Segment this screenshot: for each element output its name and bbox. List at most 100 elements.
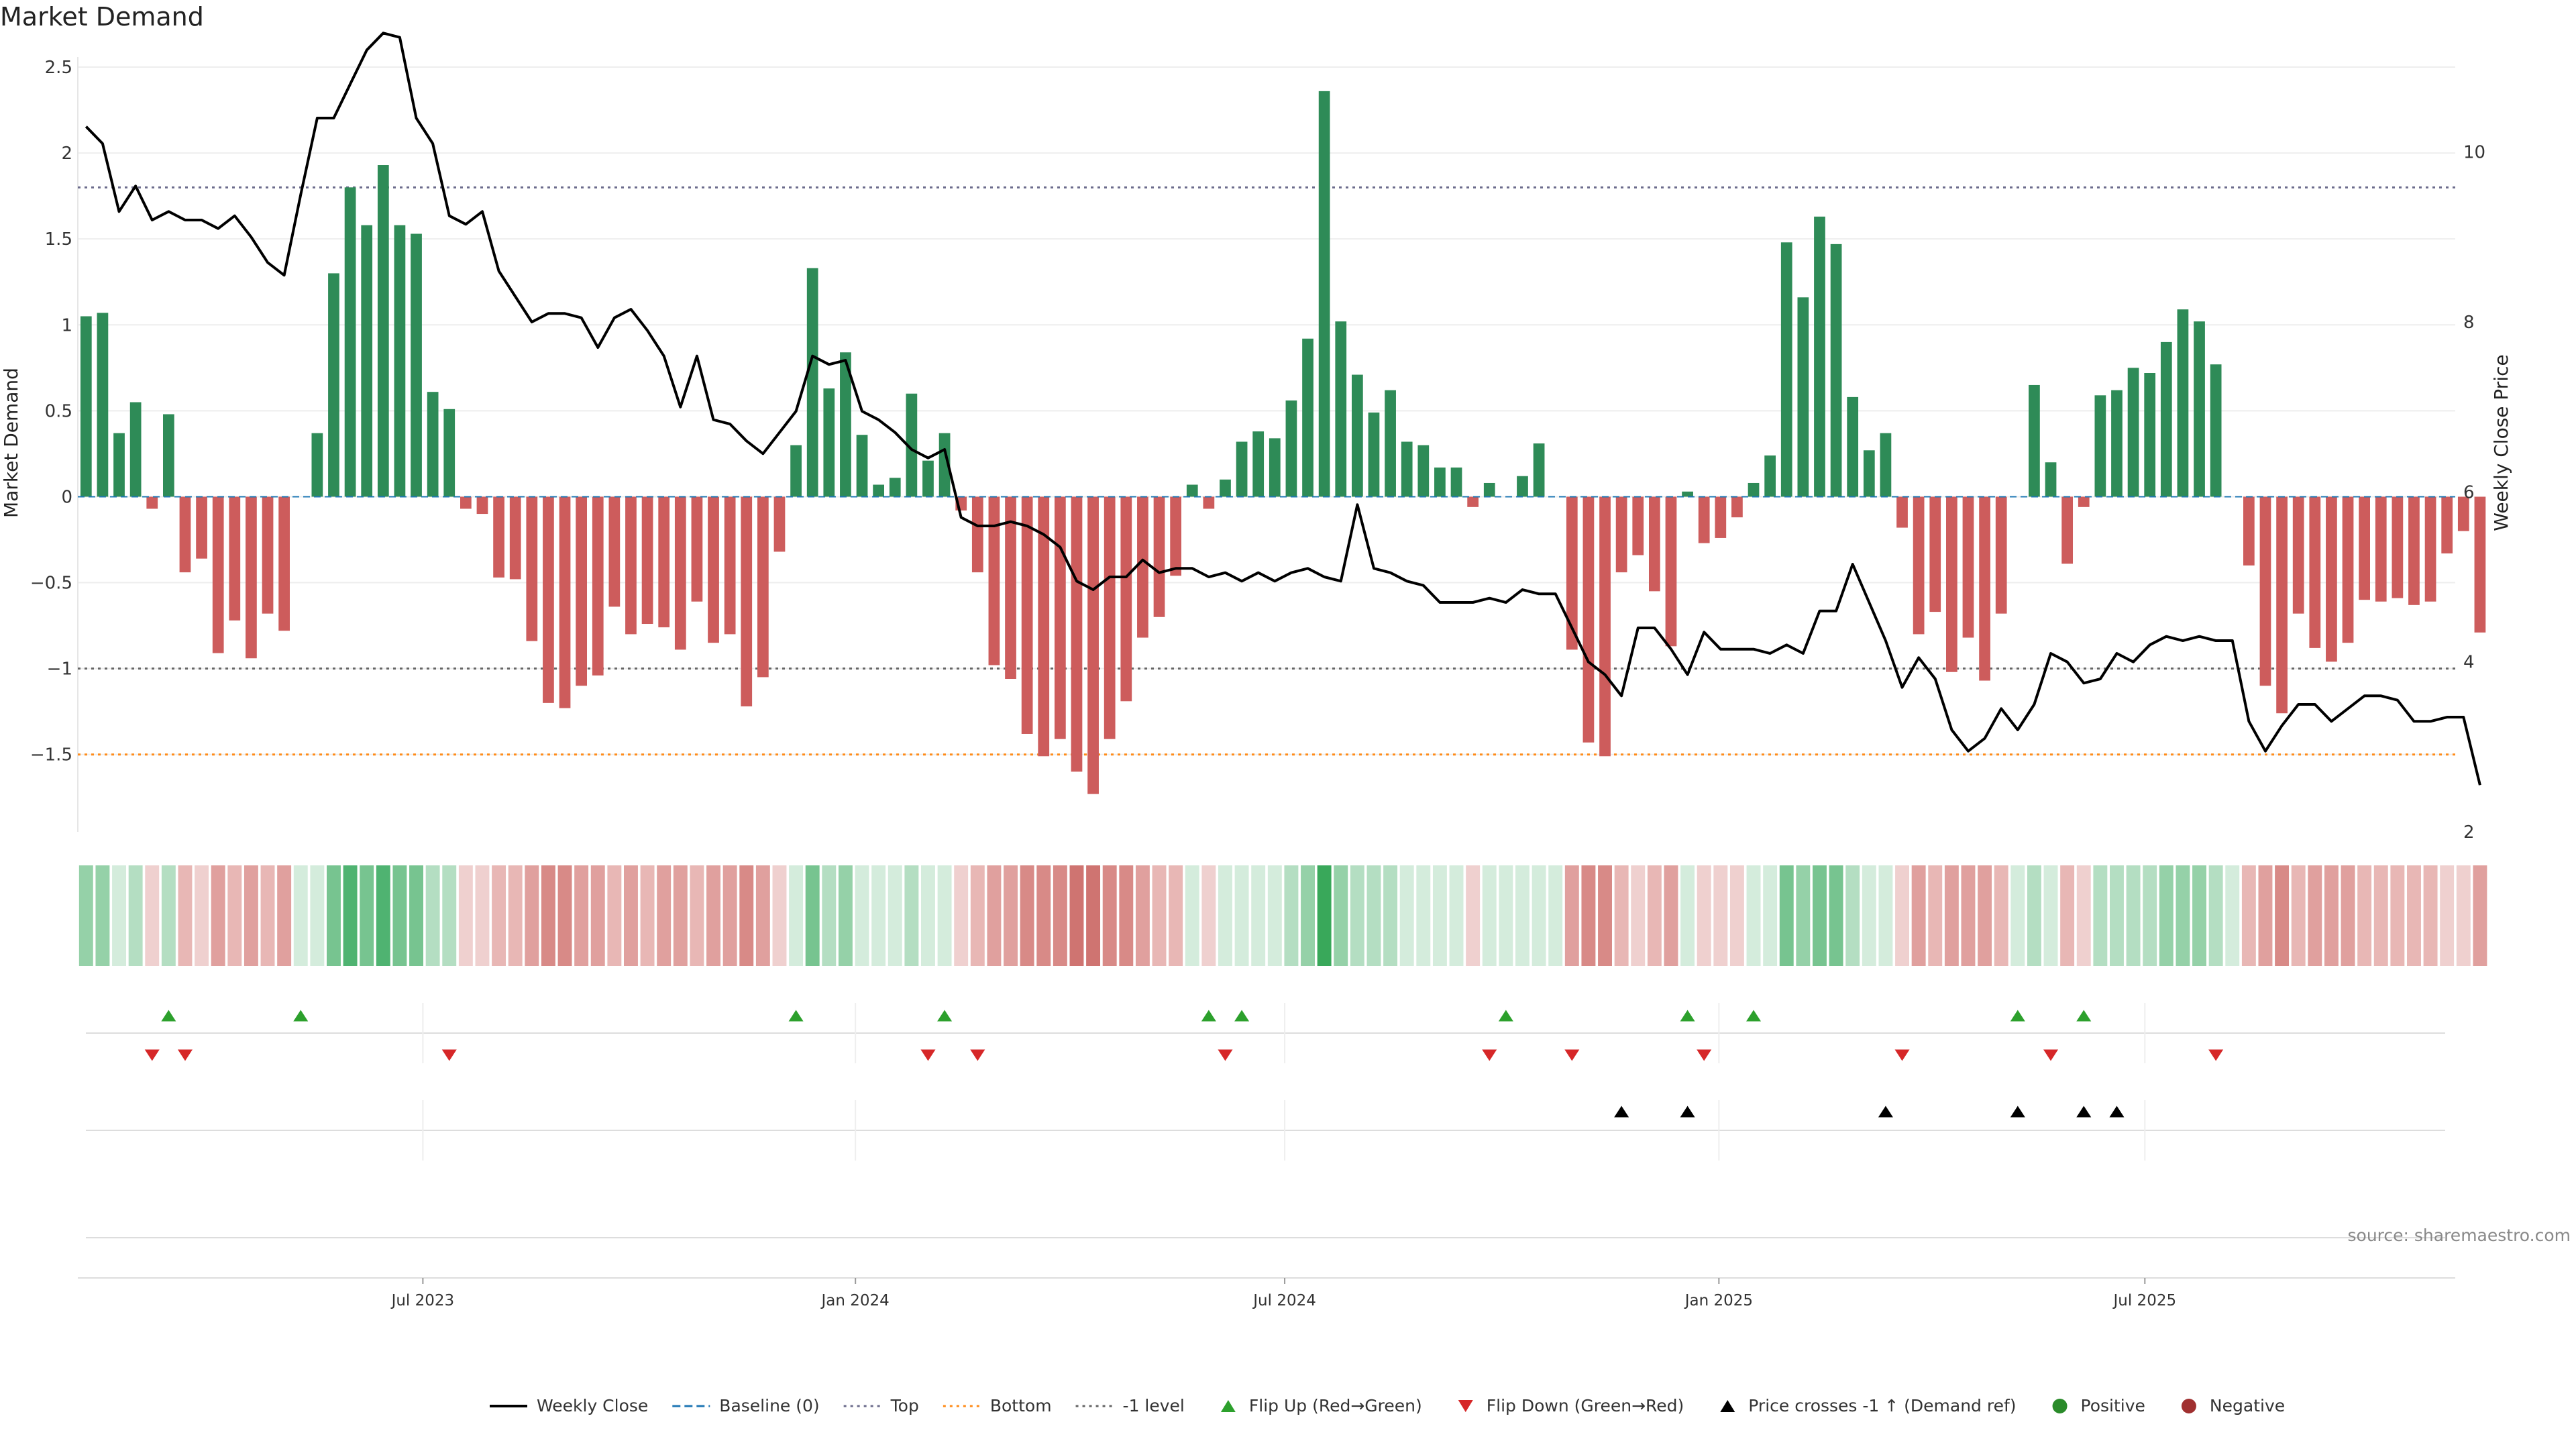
legend-label-3: Bottom (990, 1396, 1052, 1415)
legend-label-5: Flip Up (Red→Green) (1249, 1396, 1422, 1415)
demand-bar-142 (2424, 496, 2436, 602)
heat-cell-78 (1366, 865, 1381, 966)
heat-cell-14 (310, 865, 325, 966)
demand-bar-92 (1599, 496, 1611, 757)
event-markers-panel (86, 1003, 2445, 1238)
flip-up-marker-2 (788, 1010, 804, 1022)
demand-bar-132 (2259, 496, 2271, 686)
demand-bar-24 (476, 496, 488, 515)
heat-cell-23 (458, 865, 473, 966)
y-tick-label-3: 1 (61, 315, 72, 335)
legend-label-6: Flip Down (Green→Red) (1487, 1396, 1684, 1415)
heat-cell-30 (574, 865, 589, 966)
heat-cell-66 (1169, 865, 1183, 966)
heat-cell-5 (161, 865, 176, 966)
heat-cell-70 (1234, 865, 1249, 966)
demand-bar-134 (2292, 496, 2304, 614)
heat-cell-54 (970, 865, 985, 966)
flip-up-marker-0 (161, 1010, 176, 1022)
demand-bar-91 (1582, 496, 1595, 743)
demand-bar-20 (411, 233, 422, 497)
heat-cell-88 (1532, 865, 1546, 966)
demand-bar-124 (2127, 368, 2139, 497)
demand-bar-102 (1764, 455, 1776, 497)
flip-down-marker-2 (441, 1049, 457, 1061)
heat-cell-72 (1267, 865, 1282, 966)
heat-cell-48 (871, 865, 886, 966)
heat-cell-50 (904, 865, 919, 966)
heat-cell-7 (195, 865, 209, 966)
demand-bar-93 (1615, 496, 1627, 573)
heat-cell-115 (1978, 865, 1992, 966)
demand-bar-104 (1797, 297, 1809, 497)
demand-bar-121 (2078, 496, 2090, 507)
flip-up-marker-8 (1746, 1010, 1762, 1022)
y2-tick-label-3: 4 (2463, 653, 2475, 673)
legend-item-4: -1 level (1075, 1396, 1185, 1415)
heat-cell-51 (921, 865, 935, 966)
demand-bar-31 (592, 496, 604, 676)
heat-cell-135 (2308, 865, 2322, 966)
y-tick-label-2: 1.5 (45, 229, 72, 250)
y2-tick-label-1: 8 (2463, 313, 2475, 333)
heat-cell-21 (425, 865, 440, 966)
heat-cell-141 (2407, 865, 2421, 966)
heat-cell-49 (888, 865, 902, 966)
flip-up-marker-5 (1234, 1010, 1250, 1022)
heat-cell-26 (508, 865, 523, 966)
heat-cell-83 (1449, 865, 1464, 966)
heat-cell-33 (624, 865, 638, 966)
y-tick-label-1: 2 (61, 144, 72, 164)
demand-bar-125 (2144, 373, 2156, 497)
heat-cell-130 (2225, 865, 2240, 966)
demand-bar-43 (790, 445, 802, 497)
legend-item-7: Price crosses -1 ↑ (Demand ref) (1720, 1396, 2017, 1415)
heat-cell-125 (2143, 865, 2157, 966)
demand-bar-138 (2359, 496, 2371, 600)
demand-bar-59 (1054, 496, 1066, 739)
legend-label-0: Weekly Close (537, 1396, 648, 1415)
flip-down-marker-9 (1894, 1049, 1910, 1061)
demand-bar-95 (1648, 496, 1660, 592)
demand-bar-14 (311, 433, 323, 497)
x-axis: Jul 2023 Jan 2024 Jul 2024 Jan 2025 Jul 2025 (78, 1277, 2455, 1309)
demand-bar-133 (2276, 496, 2288, 714)
demand-bar-5 (162, 414, 174, 497)
flip-up-marker-4 (1201, 1010, 1216, 1022)
heat-cell-96 (1664, 865, 1678, 966)
heat-cell-3 (128, 865, 143, 966)
heat-cell-18 (376, 865, 390, 966)
demand-bar-82 (1434, 467, 1446, 497)
price-cross-marker-2 (1878, 1106, 1893, 1118)
heat-cell-62 (1102, 865, 1117, 966)
legend-item-1: Baseline (0) (672, 1396, 820, 1415)
demand-bar-98 (1698, 496, 1710, 543)
demand-bar-42 (773, 496, 786, 552)
demand-bar-137 (2342, 496, 2354, 643)
weekly-close-line (85, 32, 2481, 786)
demand-bar-36 (674, 496, 686, 650)
heat-cell-39 (722, 865, 737, 966)
legend-item-5: Flip Up (Red→Green) (1220, 1396, 1422, 1415)
heat-cell-52 (937, 865, 952, 966)
demand-bar-56 (1005, 496, 1016, 679)
heat-cell-116 (1994, 865, 2008, 966)
heat-cell-100 (1729, 865, 1744, 966)
heat-cell-84 (1466, 865, 1481, 966)
demand-bar-6 (179, 496, 191, 573)
flip-down-marker-1 (177, 1049, 193, 1061)
heat-cell-85 (1482, 865, 1497, 966)
demand-bar-28 (543, 496, 554, 703)
demand-bar-45 (823, 388, 835, 497)
heat-cell-142 (2423, 865, 2438, 966)
demand-bar-131 (2243, 496, 2255, 566)
heat-cell-104 (1796, 865, 1811, 966)
heat-cell-36 (673, 865, 688, 966)
price-line (85, 32, 2481, 786)
legend-swatch-7 (1720, 1400, 1735, 1412)
demand-bar-66 (1170, 496, 1182, 576)
flip-up-marker-9 (2010, 1010, 2025, 1022)
demand-bar-143 (2441, 496, 2453, 553)
demand-bar-135 (2309, 496, 2321, 648)
demand-bar-12 (278, 496, 290, 631)
